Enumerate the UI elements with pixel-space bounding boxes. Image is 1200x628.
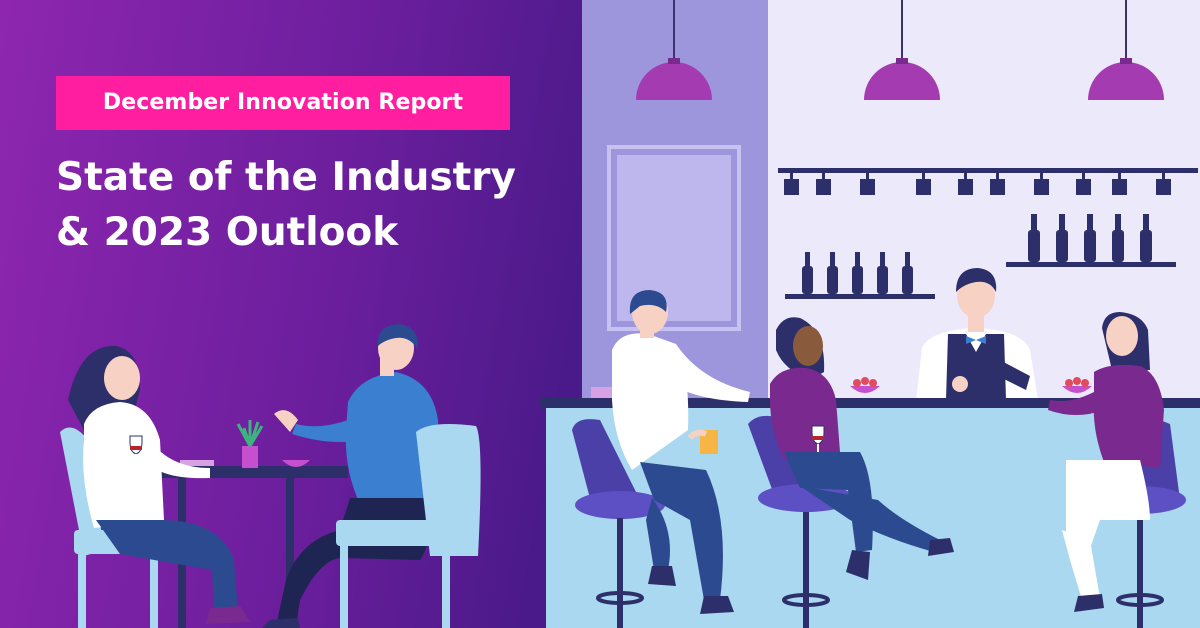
pendant-lamp-icon [864,0,940,100]
table-napkin [180,460,214,466]
bottle-shelf-lower [785,252,935,299]
woman-at-bar-figure [770,317,954,580]
report-label-badge: December Innovation Report [56,76,510,130]
snack-bowl [1062,377,1092,393]
plant-icon [236,420,264,468]
bar-countertop [540,398,1200,408]
wine-glass-icon [811,425,825,452]
bottle-shelf-upper [1006,214,1176,267]
pendant-lamp-icon [636,0,712,100]
wall-panel-frame [607,145,741,331]
glass-rack [778,168,1198,195]
napkins [591,387,631,398]
wall-panel [617,155,731,321]
pendant-lamp-icon [1088,0,1164,100]
bar-stool-icon [572,419,665,628]
man-at-bar-figure [612,290,750,614]
headline-line-2: & 2023 Outlook [56,210,399,255]
headline-line-1: State of the Industry [56,155,516,200]
snack-bowl [850,377,880,393]
headline: State of the Industry & 2023 Outlook [56,150,556,260]
chair-right [336,424,481,628]
bartender-figure [916,268,1038,400]
wine-glass-icon [129,435,143,464]
woman-at-table-figure [68,345,250,624]
woman-right-figure [1048,312,1164,612]
table-bowl [282,460,310,467]
